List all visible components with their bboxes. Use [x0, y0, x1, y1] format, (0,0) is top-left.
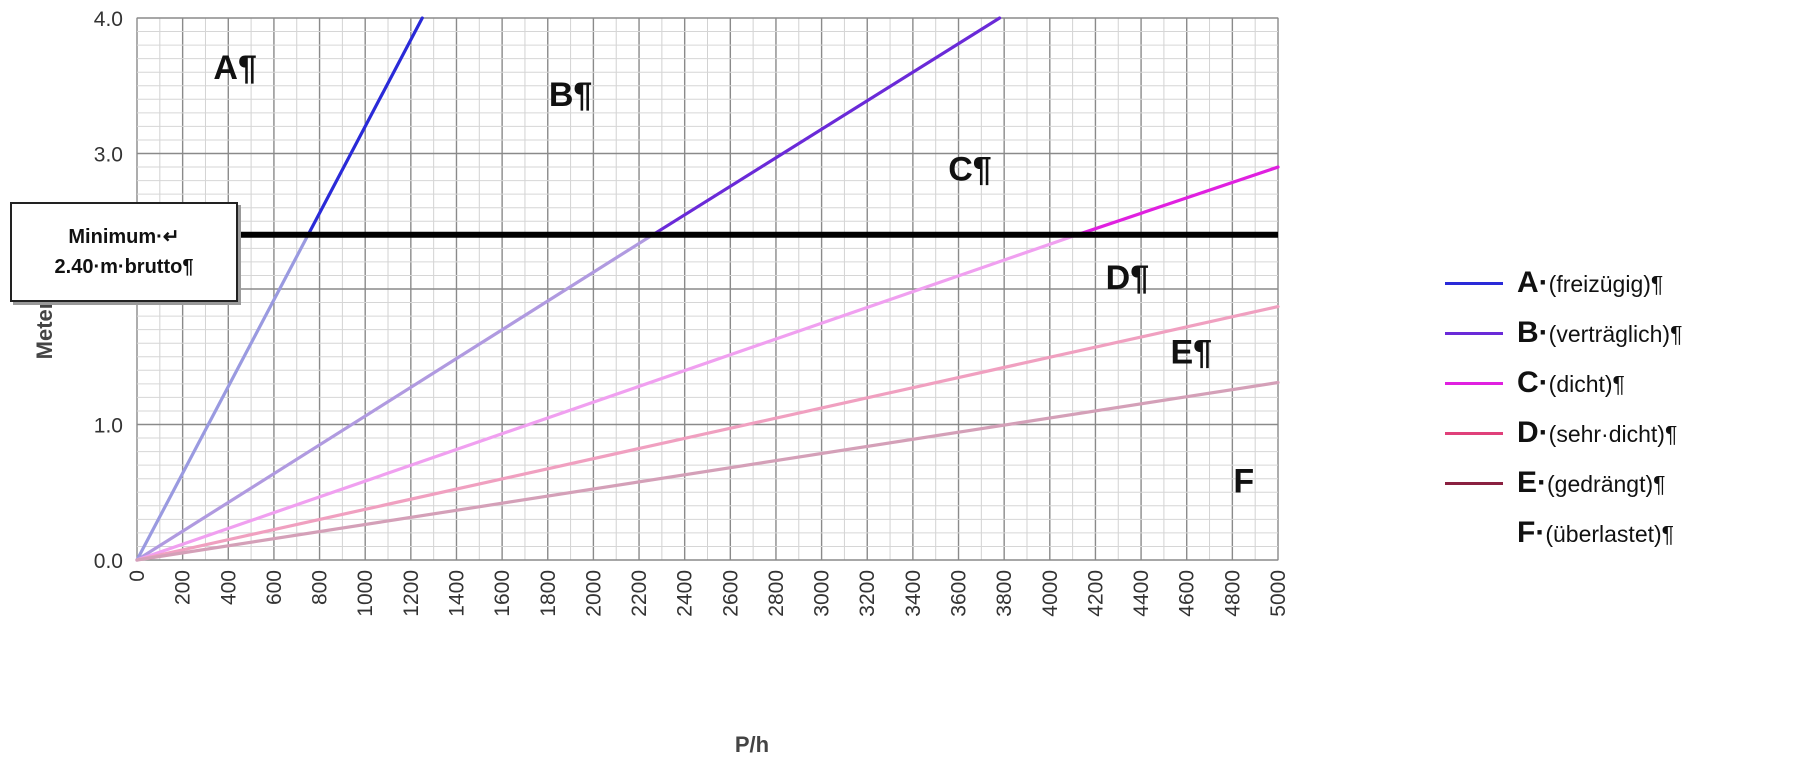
legend-item: E·(gedrängt)¶: [1445, 458, 1795, 508]
series-line: [1075, 165, 1280, 237]
minimum-label-line1: Minimum·↵: [68, 226, 180, 248]
legend-label: F·(überlastet)¶: [1517, 516, 1674, 550]
x-tick-label: 1400: [445, 570, 468, 617]
series-line: [135, 233, 310, 562]
zone-label: B¶: [549, 76, 592, 114]
legend-swatch: [1445, 281, 1503, 285]
x-tick-label: 1800: [537, 570, 560, 617]
legend: A·(freizügig)¶ B·(verträglich)¶ C·(dicht)¶…: [1445, 258, 1795, 558]
legend-label: A·(freizügig)¶: [1517, 266, 1663, 300]
legend-item: B·(verträglich)¶: [1445, 308, 1795, 358]
minimum-threshold-label: Minimum·↵ 2.40·m·brutto¶: [10, 202, 238, 302]
x-tick-label: 5000: [1267, 570, 1290, 617]
legend-item: D·(sehr·dicht)¶: [1445, 408, 1795, 458]
x-tick-label: 2600: [719, 570, 742, 617]
x-tick-label: 4600: [1176, 570, 1199, 617]
series-line: [306, 16, 424, 237]
x-axis-ticks: 0 200 400 600 800 1000 1200 1400 1600 1800 2000 220…: [126, 570, 1290, 617]
zone-label: C¶: [948, 151, 991, 189]
zone-label: D¶: [1106, 259, 1149, 297]
zone-label: A¶: [213, 49, 256, 87]
legend-description: (gedrängt)¶: [1547, 471, 1666, 497]
x-tick-label: 800: [309, 570, 332, 605]
x-tick-label: 4800: [1221, 570, 1244, 617]
zone-labels: A¶ B¶ C¶ D¶ E¶ F: [213, 49, 1254, 500]
x-tick-label: 600: [263, 570, 286, 605]
legend-label: D·(sehr·dicht)¶: [1517, 416, 1677, 450]
x-tick-label: 1200: [400, 570, 423, 617]
x-tick-label: 200: [172, 570, 195, 605]
series-line: [135, 380, 1280, 562]
legend-swatch: [1445, 532, 1503, 535]
series-lines: [135, 16, 1280, 562]
legend-letter: D·: [1517, 416, 1549, 449]
x-tick-label: 2800: [765, 570, 788, 617]
legend-label: E·(gedrängt)¶: [1517, 466, 1665, 500]
x-tick-label: 4000: [1039, 570, 1062, 617]
legend-letter: A·: [1517, 266, 1549, 299]
legend-letter: C·: [1517, 366, 1549, 399]
legend-label: C·(dicht)¶: [1517, 366, 1625, 400]
x-tick-label: 3200: [856, 570, 879, 617]
grid-lines: [136, 17, 1279, 561]
legend-swatch: [1445, 331, 1503, 335]
legend-description: (dicht)¶: [1548, 371, 1625, 397]
legend-item: C·(dicht)¶: [1445, 358, 1795, 408]
legend-item: F·(überlastet)¶: [1445, 508, 1795, 558]
x-tick-label: 2200: [628, 570, 651, 617]
y-tick-label: 3.0: [94, 144, 123, 167]
legend-letter: B·: [1517, 316, 1549, 349]
x-tick-label: 3600: [948, 570, 971, 617]
x-tick-label: 4400: [1130, 570, 1153, 617]
x-tick-label: 1000: [354, 570, 377, 617]
x-tick-label: 4200: [1084, 570, 1107, 617]
series-line: [135, 233, 1079, 562]
x-axis-title: P/h: [735, 732, 769, 757]
x-tick-label: 3800: [993, 570, 1016, 617]
legend-description: (verträglich)¶: [1548, 321, 1683, 347]
zone-label: F: [1233, 462, 1254, 500]
legend-letter: F·: [1517, 516, 1546, 549]
y-tick-label: 4.0: [94, 8, 123, 31]
y-tick-label: 0.0: [94, 550, 123, 573]
x-tick-label: 3400: [902, 570, 925, 617]
legend-letter: E·: [1517, 466, 1547, 499]
legend-swatch: [1445, 481, 1503, 485]
x-tick-label: 1600: [491, 570, 514, 617]
x-tick-label: 2400: [674, 570, 697, 617]
minimum-label-line2: 2.40·m·brutto¶: [54, 256, 194, 278]
x-tick-label: 3000: [811, 570, 834, 617]
series-line: [135, 233, 655, 562]
zone-label: E¶: [1170, 334, 1212, 372]
y-tick-label: 1.0: [94, 415, 123, 438]
x-tick-label: 2000: [582, 570, 605, 617]
legend-swatch: [1445, 381, 1503, 385]
x-tick-label: 0: [126, 570, 149, 582]
x-tick-label: 400: [217, 570, 240, 605]
series-line: [135, 305, 1280, 562]
legend-description: (freizügig)¶: [1548, 271, 1664, 297]
legend-description: (überlastet)¶: [1545, 521, 1675, 547]
legend-label: B·(verträglich)¶: [1517, 316, 1682, 350]
legend-description: (sehr·dicht)¶: [1548, 421, 1678, 447]
legend-item: A·(freizügig)¶: [1445, 258, 1795, 308]
series-line: [651, 16, 1002, 237]
legend-swatch: [1445, 431, 1503, 435]
y-axis-title: Meter: [32, 300, 57, 359]
